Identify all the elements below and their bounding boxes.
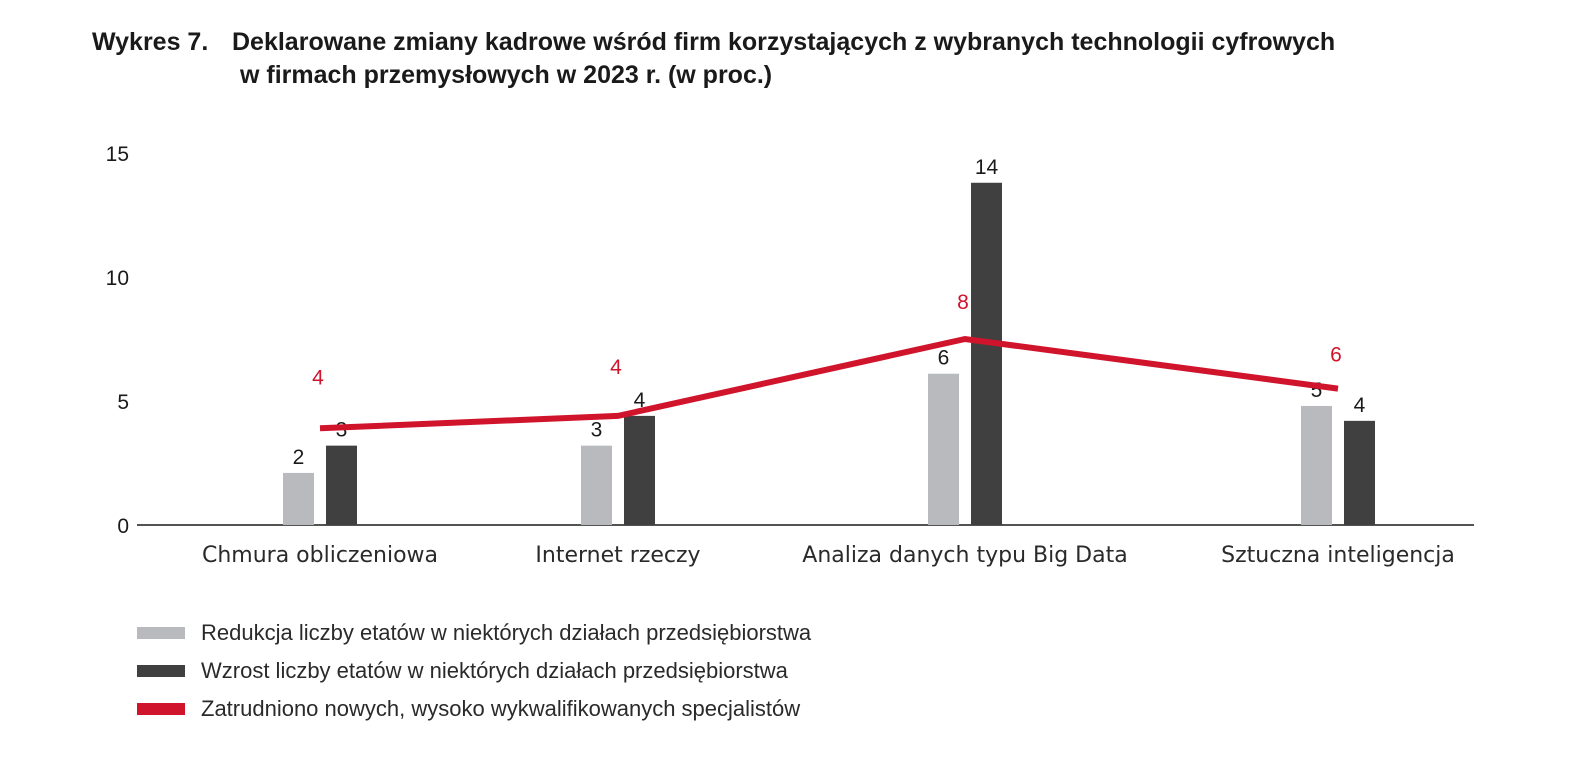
x-tick-label: Chmura obliczeniowa (202, 543, 438, 568)
bar-increase (326, 445, 357, 525)
data-label-hired: 4 (610, 356, 622, 379)
legend-label-increase: Wzrost liczby etatów w niektórych działa… (201, 658, 788, 683)
legend-label-hired: Zatrudniono nowych, wysoko wykwalifikowa… (201, 696, 801, 721)
title-text-1: Deklarowane zmiany kadrowe wśród firm ko… (232, 28, 1336, 56)
x-tick-label: Analiza danych typu Big Data (802, 543, 1127, 568)
data-label-increase: 14 (975, 156, 999, 179)
title-line-2: w firmach przemysłowych w 2023 r. (w pro… (240, 61, 773, 89)
data-label-increase: 4 (634, 389, 646, 412)
line-hired (319, 335, 1339, 432)
bar-increase (1344, 420, 1375, 525)
legend-item-reduction: Redukcja liczby etatów w niektórych dzia… (137, 614, 811, 652)
y-tick-label: 0 (117, 515, 129, 538)
y-tick-label: 10 (106, 267, 129, 290)
y-tick-label: 5 (117, 391, 129, 414)
legend-item-hired: Zatrudniono nowych, wysoko wykwalifikowa… (137, 690, 811, 728)
legend-swatch-hired (137, 703, 185, 715)
legend-label-reduction: Redukcja liczby etatów w niektórych dzia… (201, 620, 812, 645)
data-label-hired: 6 (1330, 344, 1342, 367)
bar-increase (971, 182, 1002, 525)
data-label-reduction: 6 (938, 347, 950, 370)
bar-reduction (1301, 405, 1332, 525)
data-label-reduction: 2 (293, 446, 305, 469)
title-prefix: Wykres 7. (92, 28, 209, 56)
legend-swatch-reduction (137, 627, 185, 639)
bar-reduction (581, 445, 612, 525)
chart-title: Wykres 7. Deklarowane zmiany kadrowe wśró… (92, 26, 1335, 92)
bar-increase (624, 415, 655, 525)
x-tick-label: Sztuczna inteligencja (1221, 543, 1455, 568)
y-tick-label: 15 (106, 143, 129, 166)
data-label-hired: 8 (957, 291, 969, 314)
legend-item-increase: Wzrost liczby etatów w niektórych działa… (137, 652, 811, 690)
bar-reduction (283, 472, 314, 525)
data-label-reduction: 3 (591, 419, 603, 442)
chart-plot: 0 5 10 15 Chmura obliczeniowa Internet rzeczy… (106, 143, 1474, 568)
x-tick-label: Internet rzeczy (535, 543, 700, 568)
legend: Redukcja liczby etatów w niektórych dzia… (137, 614, 811, 728)
data-label-hired: 4 (312, 366, 324, 389)
data-label-increase: 4 (1354, 394, 1366, 417)
legend-swatch-increase (137, 665, 185, 677)
bar-reduction (928, 373, 959, 525)
title-line-1: Wykres 7. Deklarowane zmiany kadrowe wśró… (92, 26, 1335, 59)
data-label-reduction: 5 (1311, 379, 1323, 402)
